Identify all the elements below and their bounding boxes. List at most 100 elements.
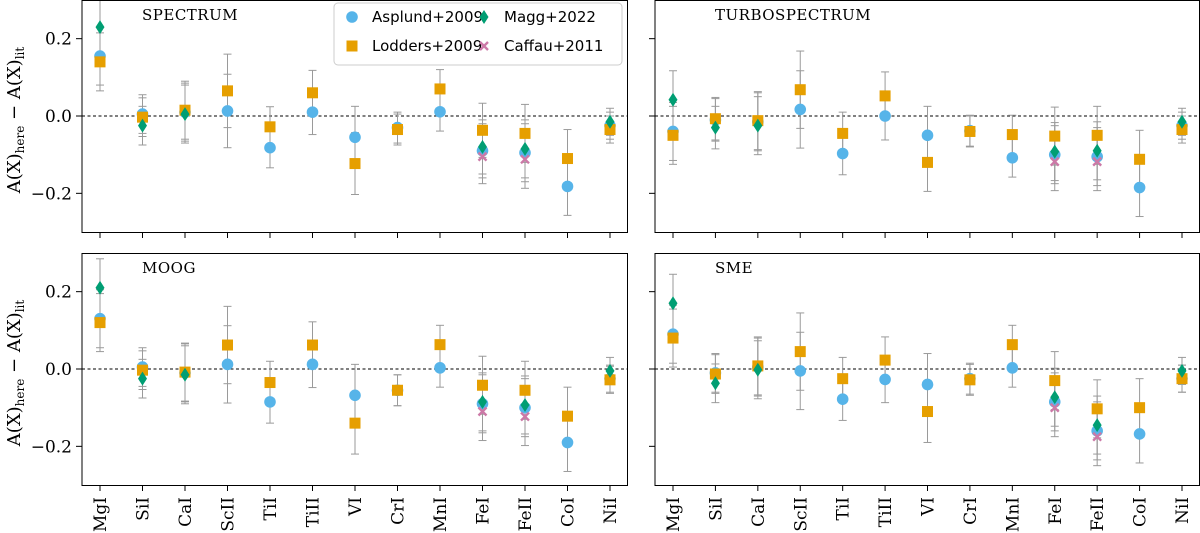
x-tick-label-NiI: NiI [1173,497,1193,524]
lodders-point-MnI [1006,129,1018,141]
lodders-point-CrI [964,374,976,386]
asplund-point-TiII [879,110,891,122]
lodders-point-NiI [604,124,616,136]
caffau-point-FeI [1049,156,1060,167]
asplund-point-TiII [306,106,319,118]
lodders-point-SiI [709,113,721,125]
lodders-point-VI [922,156,933,168]
lodders-point-NiI [1176,124,1188,136]
magg-point-CaI [180,107,190,122]
x-tick-label-ScII: ScII [791,497,811,532]
lodders-point-FeI [477,379,488,391]
y-tick-label: 0.2 [45,283,72,303]
x-tick-label-ScII: ScII [219,497,239,532]
magg-point-FeI [478,139,487,154]
magg-point-FeI [1050,390,1060,405]
lodders-point-FeI [1049,130,1061,142]
asplund-point-TiII [306,358,319,371]
asplund-point-CoI [1133,428,1146,440]
x-tick-label-TiII: TiII [876,497,896,527]
x-tick-label-CoI: CoI [559,497,579,527]
asplund-point-CoI [561,436,574,449]
asplund-point-TiI [264,141,276,154]
asplund-point-TiI [836,393,849,405]
lodders-point-CoI [562,410,573,422]
x-tick-label-MnI: MnI [1003,497,1023,532]
y-tick-label: 0.0 [45,107,72,127]
magg-point-CaI [753,362,763,377]
magg-point-CaI [753,118,763,133]
lodders-point-FeI [477,124,488,136]
panel-title: SPECTRUM [142,6,238,24]
x-tick-label-VI: VI [919,497,939,517]
magg-point-FeII [520,141,530,156]
caffau-point-FeII [1092,156,1103,167]
x-tick-label-CaI: CaI [749,497,769,527]
lodders-point-VI [349,417,361,429]
lodders-point-MgI [94,317,106,329]
asplund-point-ScII [221,105,234,117]
lodders-point-TiII [879,354,891,366]
legend-marker-lodders [346,40,358,52]
legend-label-magg: Magg+2022 [504,8,596,26]
x-tick-label-MgI: MgI [91,497,111,532]
panel-sme: MgI SiI CaI ScII TiI TiII VI CrI MnI FeI FeII CoI Ni… [649,253,1200,532]
x-tick-label-TiI: TiI [261,497,281,521]
legend-box [333,2,623,66]
x-tick-label-FeI: FeI [1046,497,1066,525]
y-label-part: − A(X) [4,312,25,378]
lodders-point-FeII [1091,403,1103,415]
lodders-point-SiI [709,368,721,380]
y-label-subscript: lit [13,300,27,313]
panel-spectrum: −0.2 0.0 0.2 SPECTRUM A(X)here − A(X)lit [4,0,628,238]
lodders-point-TiII [307,87,318,99]
y-label-part: A(X) [4,153,25,194]
magg-point-NiI [605,114,615,129]
lodders-point-MgI [667,332,679,344]
magg-point-FeI [478,394,487,409]
legend-marker-magg [479,10,489,24]
x-tick-label-NiI: NiI [601,497,621,524]
asplund-point-MnI [1006,151,1019,164]
lodders-point-TiI [264,121,276,133]
lodders-point-NiI [1176,373,1188,385]
asplund-point-TiI [836,147,849,160]
magg-point-SiI [710,120,720,135]
lodders-point-ScII [222,339,233,351]
x-tick-label-FeII: FeII [516,497,536,531]
y-label-part: − A(X) [4,59,25,125]
asplund-point-ScII [221,358,234,371]
x-tick-label-MnI: MnI [431,497,451,532]
magg-point-SiI [710,376,720,391]
y-tick-label: −0.2 [31,437,72,457]
magg-point-NiI [605,363,615,378]
lodders-point-TiII [307,339,318,351]
magg-point-MgI [668,296,678,311]
asplund-point-VI [921,129,934,142]
y-tick-label: 0.0 [45,360,72,380]
y-label-subscript: here [13,379,27,407]
x-tick-label-SiI: SiI [134,497,154,521]
lodders-point-FeII [519,384,531,396]
panel-title: TURBOSPECTRUM [715,6,871,24]
lodders-point-MnI [1006,339,1018,351]
lodders-point-MgI [667,129,679,141]
asplund-point-VI [349,389,361,402]
lodders-point-FeII [519,127,531,139]
x-tick-label-CrI: CrI [961,497,981,525]
lodders-point-MnI [434,339,446,351]
x-tick-label-CoI: CoI [1131,497,1151,527]
lodders-point-TiI [837,373,849,385]
magg-point-SiI [138,371,147,386]
lodders-point-TiI [264,377,276,389]
x-tick-label-TiII: TiII [304,497,324,527]
lodders-point-SiI [137,364,148,376]
lodders-point-CrI [964,125,976,137]
caffau-point-FeI [477,151,488,162]
x-tick-label-VI: VI [346,497,366,517]
lodders-point-TiI [837,127,849,139]
caffau-point-FeII [1092,431,1103,442]
y-tick-label: 0.2 [45,30,72,50]
lodders-point-MgI [94,56,106,68]
